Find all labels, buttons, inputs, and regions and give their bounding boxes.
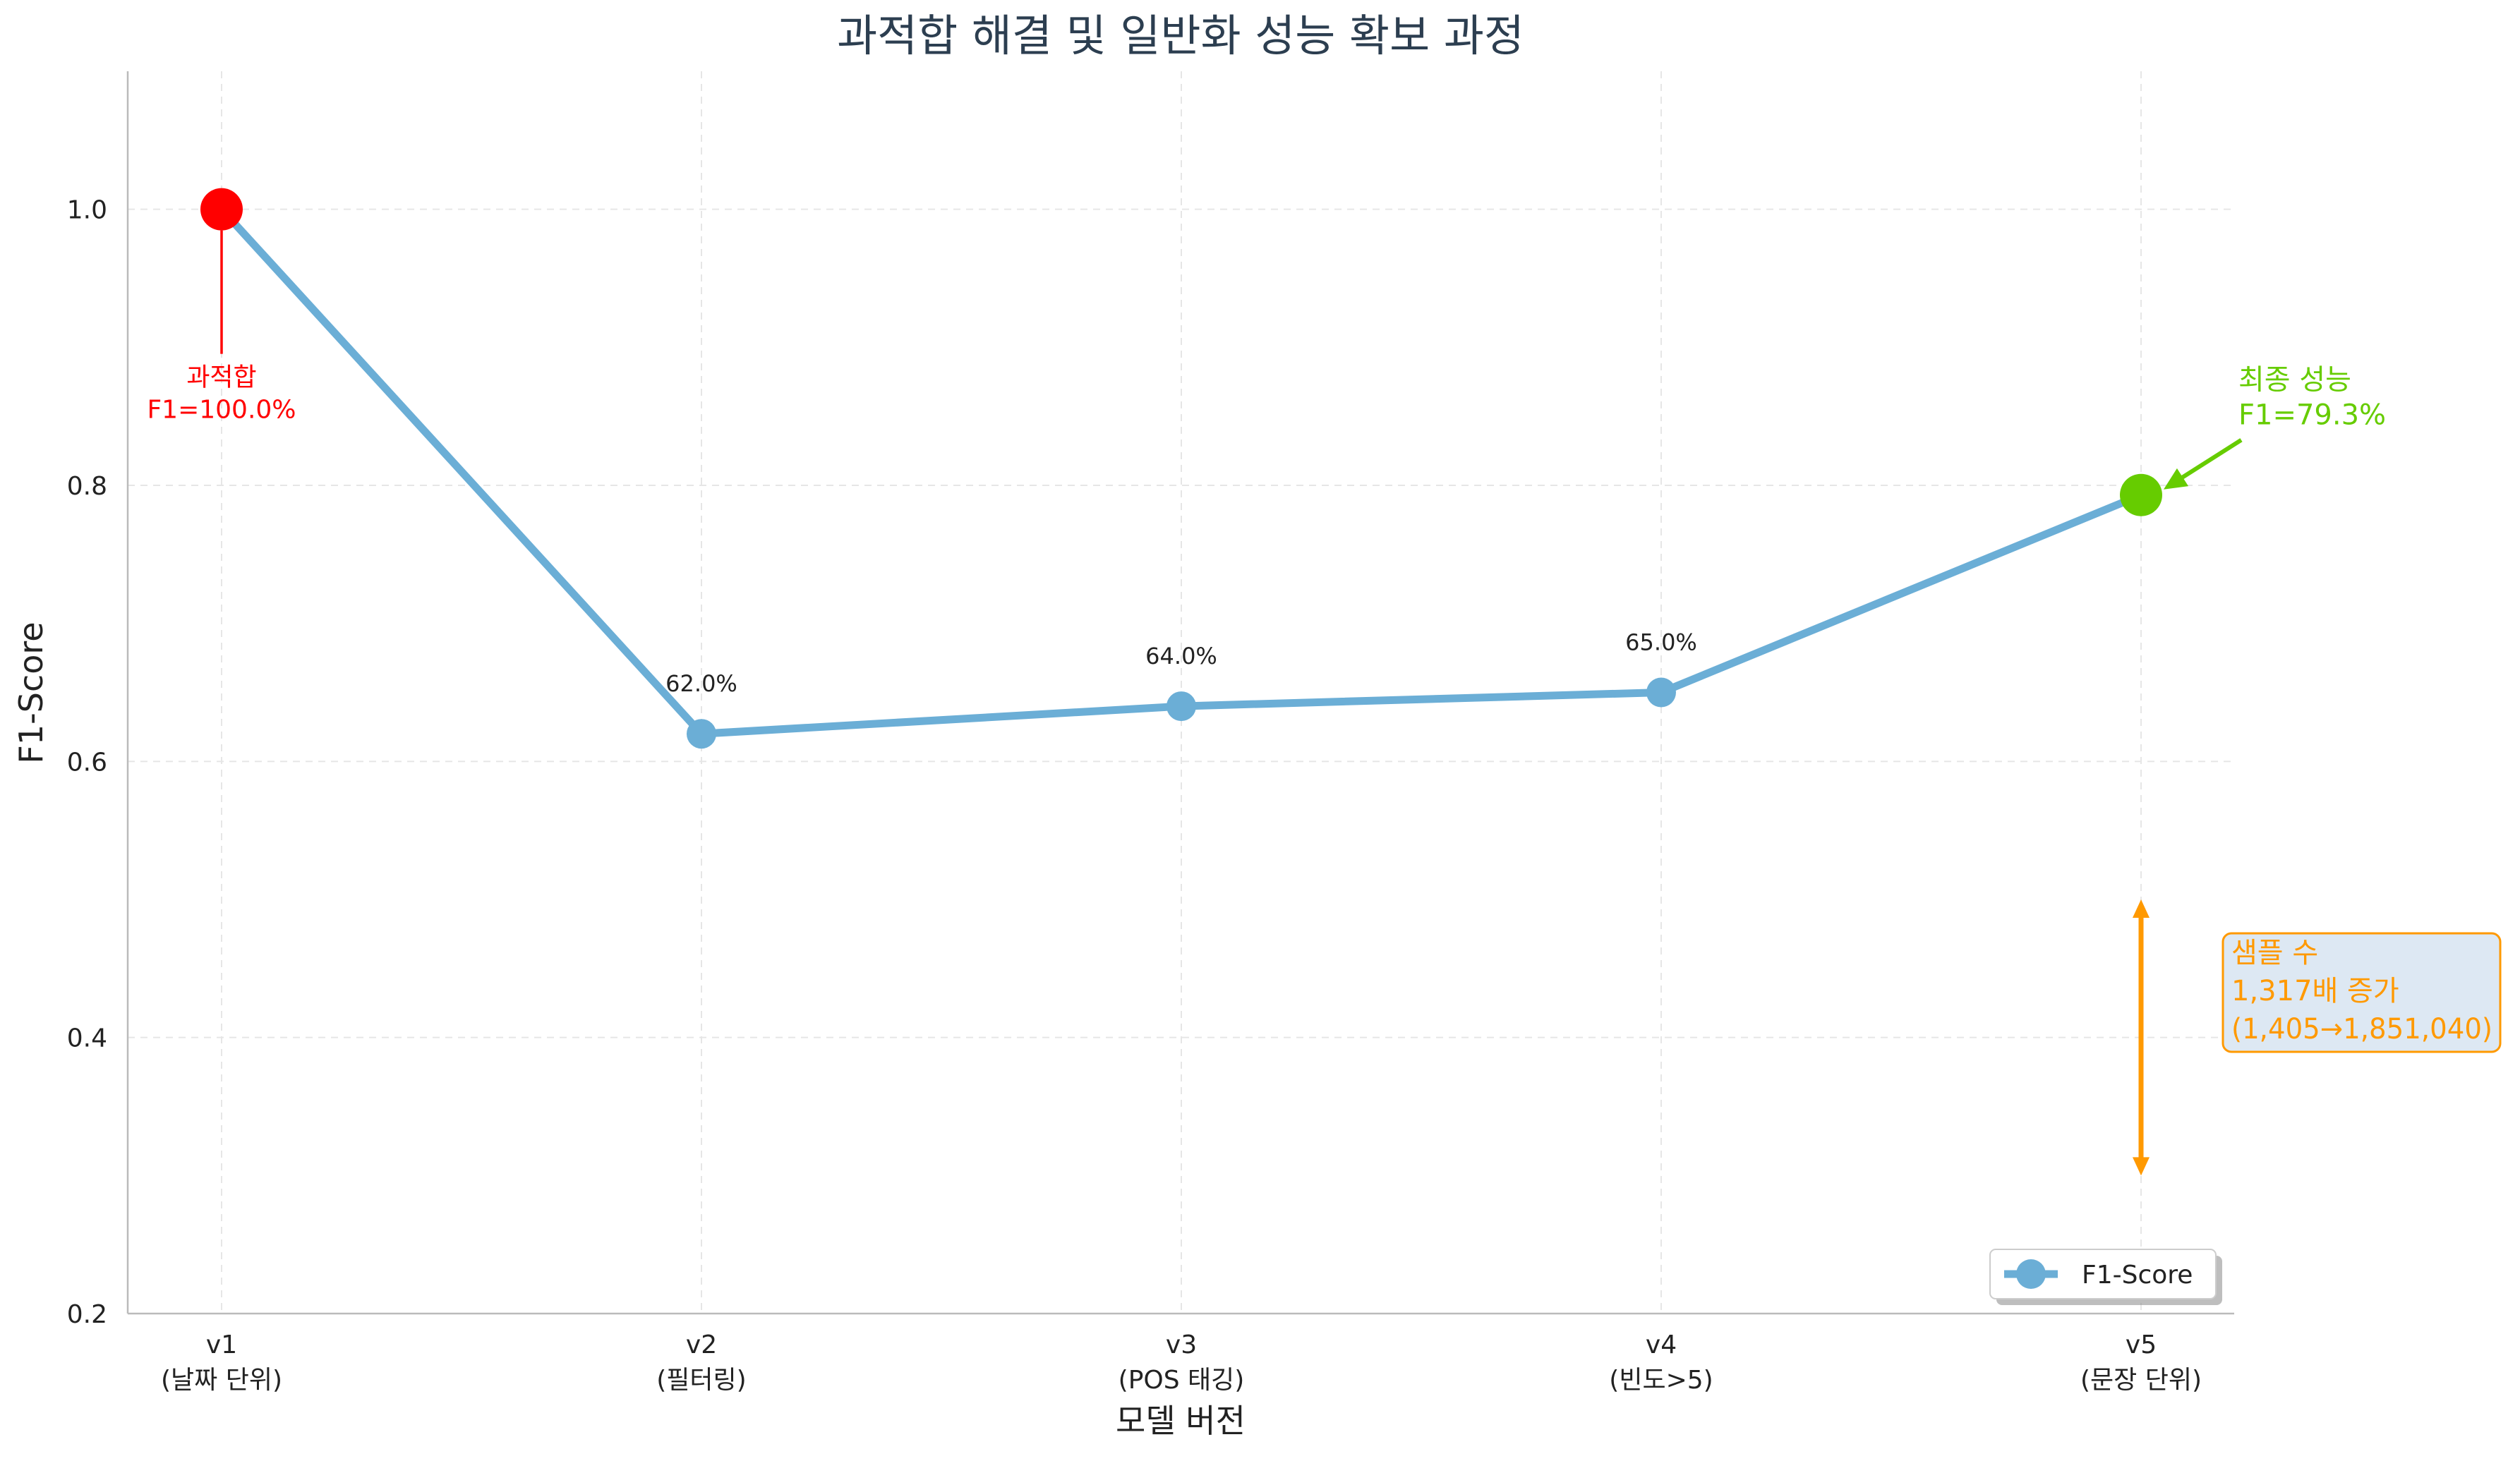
data-label-v3: 64.0% — [1145, 643, 1217, 669]
data-point-v4 — [1646, 677, 1676, 708]
overfit-value-label: F1=100.0% — [147, 396, 296, 425]
sample-box — [2221, 932, 2502, 1053]
sample-box-line3: (1,405→1,851,040) — [2231, 1013, 2492, 1045]
x-tick-label-version: v5 — [2126, 1330, 2157, 1359]
sample-box-line1: 샘플 수 — [2231, 937, 2318, 969]
sample-arrow-head-bottom — [2133, 1157, 2150, 1176]
final-performance-annotation: 최종 성능 F1=79.3% — [2164, 364, 2386, 490]
y-axis-label: F1-Score — [12, 622, 50, 763]
overfit-label: 과적합 — [186, 363, 256, 392]
data-point-v1 — [200, 188, 243, 231]
x-tick-label-desc: (날짜 단위) — [161, 1366, 282, 1395]
final-performance-label: 최종 성능 — [2238, 364, 2351, 396]
legend-box — [1989, 1249, 2217, 1299]
data-point-v3 — [1166, 691, 1196, 722]
final-arrow-head — [2164, 468, 2189, 490]
y-tick-label: 0.4 — [67, 1024, 107, 1053]
x-tick-label-version: v4 — [1646, 1330, 1677, 1359]
x-tick-label-desc: (필터링) — [656, 1366, 746, 1395]
legend: F1-Score — [1989, 1249, 2222, 1305]
y-tick-label: 0.8 — [67, 472, 107, 501]
x-tick-label-version: v2 — [686, 1330, 717, 1359]
x-tick-label-desc: (빈도>5) — [1609, 1366, 1713, 1395]
x-tick-labels: v1 (날짜 단위) v2 (필터링) v3 (POS 태깅) v4 (빈도>5) v5 (문장 … — [161, 1330, 2202, 1395]
sample-size-annotation: 샘플 수 1,317배 증가 (1,405→1,851,040) — [2133, 899, 2502, 1176]
final-performance-value: F1=79.3% — [2238, 399, 2386, 432]
y-tick-label: 0.2 — [67, 1300, 107, 1329]
legend-label-f1-score: F1-Score — [2082, 1261, 2193, 1290]
y-tick-label: 1.0 — [67, 196, 107, 225]
x-tick-label-version: v1 — [206, 1330, 237, 1359]
legend-marker-swatch — [2016, 1259, 2046, 1289]
data-point-v5 — [2120, 473, 2162, 516]
x-tick-label-desc: (문장 단위) — [2080, 1366, 2202, 1395]
overfit-annotation: 과적합 F1=100.0% — [147, 230, 296, 425]
data-point-v2 — [687, 719, 716, 749]
data-label-v2: 62.0% — [665, 670, 737, 697]
sample-arrow-head-top — [2133, 899, 2150, 918]
data-label-v4: 65.0% — [1625, 629, 1697, 656]
x-axis-label: 모델 버전 — [1116, 1402, 1246, 1440]
sample-box-line2: 1,317배 증가 — [2231, 975, 2399, 1007]
data-points — [200, 188, 2162, 749]
x-tick-label-version: v3 — [1166, 1330, 1197, 1359]
chart-title: 과적합 해결 및 일반화 성능 확보 과정 — [837, 10, 1524, 61]
final-arrow-line — [2172, 438, 2243, 485]
y-tick-label: 0.6 — [67, 748, 107, 777]
x-tick-label-desc: (POS 태깅) — [1119, 1366, 1245, 1395]
data-labels: 62.0% 64.0% 65.0% — [665, 629, 1697, 698]
y-tick-labels: 0.2 0.4 0.6 0.8 1.0 — [67, 196, 107, 1329]
